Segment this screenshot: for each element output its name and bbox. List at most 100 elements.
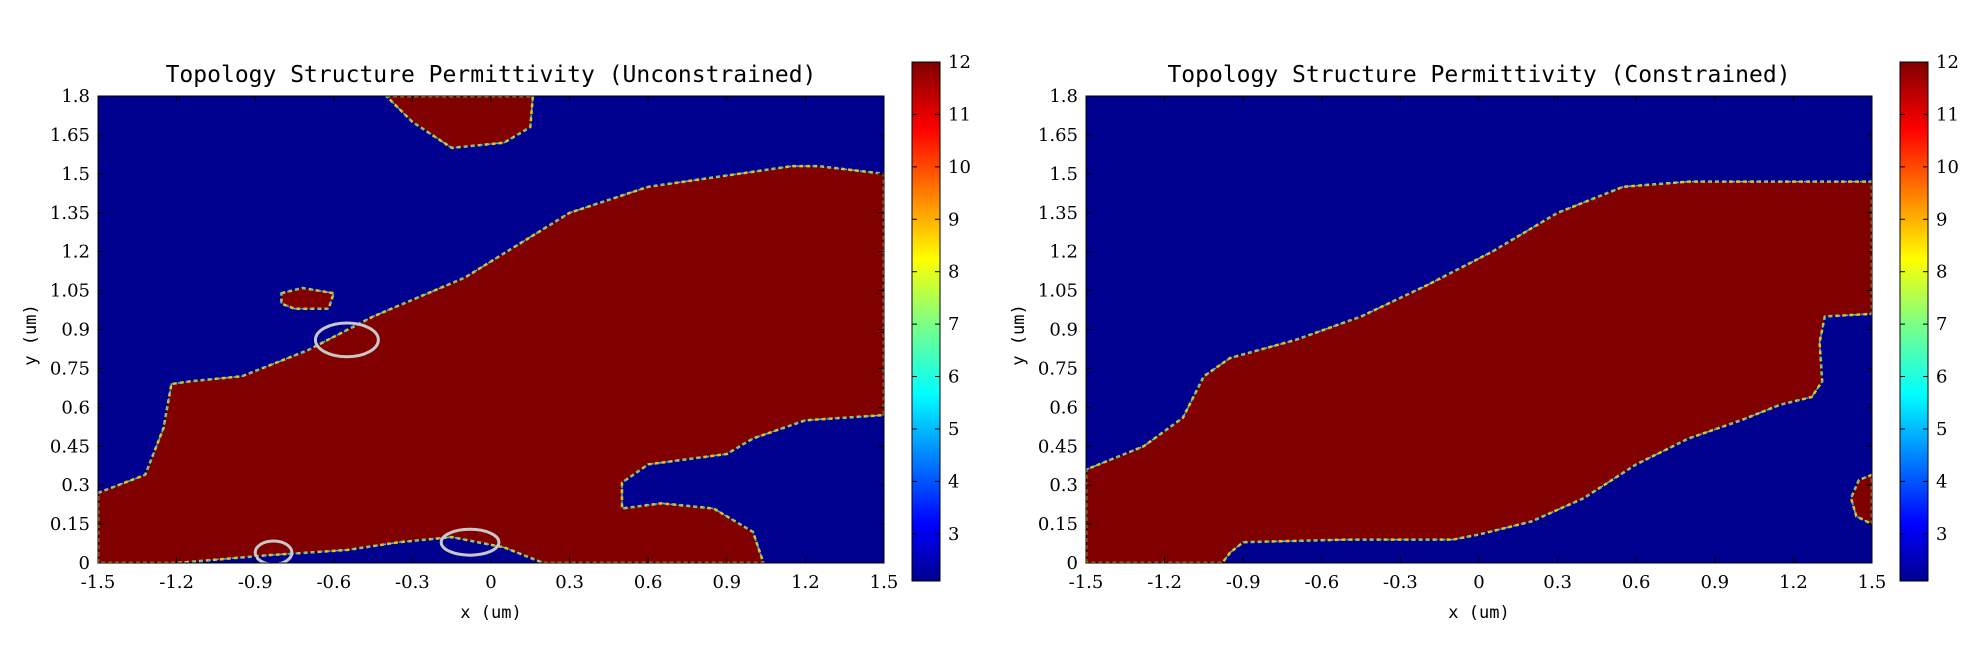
y-tick-label: 1.05 [1038, 281, 1078, 302]
chart-title: Topology Structure Permittivity (Unconst… [166, 62, 817, 88]
colorbar-tick-label: 4 [948, 471, 959, 492]
colorbar-tick-label: 12 [948, 52, 971, 73]
annotation-ellipse [253, 539, 294, 563]
y-tick-label: 1.05 [50, 281, 90, 302]
y-tick-label: 0.15 [50, 514, 90, 535]
x-axis-ticks: -1.5 -1.2 -0.9 -0.6 -0.3 0 0.3 0.6 0.9 1.2 1.5 [1069, 96, 1887, 593]
region-edge [98, 165, 884, 563]
panel-unconstrained: Topology Structure Permittivity (Unconst… [21, 52, 971, 623]
colorbar-tick-label: 6 [948, 367, 959, 388]
x-tick-label: 0.6 [634, 572, 663, 593]
colorbar-tick-label: 7 [1936, 314, 1947, 335]
y-tick-label: 1.35 [50, 203, 90, 224]
high-permittivity-regions [1086, 180, 1872, 563]
y-axis-ticks: 0 0.15 0.3 0.45 0.6 0.75 0.9 1.05 1.2 1.35 1.5 1.65… [50, 86, 884, 574]
x-tick-label: 0 [485, 572, 496, 593]
x-tick-label: -0.6 [316, 572, 351, 593]
colorbar-tick-label: 3 [948, 524, 959, 545]
x-axis-label: x (um) [1448, 603, 1509, 623]
y-tick-label: 1.35 [1038, 203, 1078, 224]
colorbar-tick-label: 10 [1936, 157, 1959, 178]
x-tick-label: -0.9 [238, 572, 273, 593]
x-tick-label: 1.2 [791, 572, 820, 593]
y-tick-label: 1.8 [1049, 86, 1078, 107]
region-edge [385, 96, 534, 149]
colorbar-tick-label: 10 [948, 157, 971, 178]
colorbar-tick-label: 11 [1936, 104, 1959, 125]
annotation-markers [253, 321, 501, 563]
heatmap-area [98, 96, 884, 563]
y-tick-label: 1.65 [50, 125, 90, 146]
colorbar-tick-label: 6 [1936, 367, 1947, 388]
colorbar-tick-label: 5 [1936, 419, 1947, 440]
x-tick-label: -1.2 [1147, 572, 1182, 593]
y-axis-ticks: 0 0.15 0.3 0.45 0.6 0.75 0.9 1.05 1.2 1.35 1.5 1.65… [1038, 86, 1872, 574]
x-tick-label: -0.3 [1383, 572, 1418, 593]
colorbar: 3 4 5 6 7 8 9 10 11 12 [1899, 52, 1959, 582]
heatmap-area [1086, 96, 1872, 563]
colorbar-tick-label: 4 [1936, 471, 1947, 492]
y-tick-label: 0.6 [61, 397, 90, 418]
permittivity-region [1086, 180, 1872, 563]
permittivity-region [1849, 473, 1872, 526]
y-tick-label: 0.45 [50, 436, 90, 457]
colorbar-tick-label: 7 [948, 314, 959, 335]
x-axis-ticks: -1.5 -1.2 -0.9 -0.6 -0.3 0 0.3 0.6 0.9 1.2 1.5 [81, 96, 899, 593]
panel-constrained: Topology Structure Permittivity (Constra… [1009, 52, 1959, 623]
colorbar-ticks: 3 4 5 6 7 8 9 10 11 12 [912, 52, 971, 545]
colorbar-ticks: 3 4 5 6 7 8 9 10 11 12 [1900, 52, 1959, 545]
x-tick-label: 0.3 [555, 572, 584, 593]
x-tick-label: -1.2 [159, 572, 194, 593]
x-tick-label: -0.6 [1304, 572, 1339, 593]
high-permittivity-regions [98, 96, 884, 563]
x-tick-label: -0.3 [395, 572, 430, 593]
x-tick-label: 0.6 [1622, 572, 1651, 593]
colorbar-tick-label: 11 [948, 104, 971, 125]
colorbar-tick-label: 3 [1936, 524, 1947, 545]
annotation-ellipse [439, 527, 501, 557]
y-tick-label: 1.8 [61, 86, 90, 107]
y-tick-label: 0 [1067, 553, 1078, 574]
y-tick-label: 0.9 [61, 320, 90, 341]
colorbar-gradient [1900, 62, 1928, 581]
colorbar: 3 4 5 6 7 8 9 10 11 12 [911, 52, 971, 582]
x-axis-label: x (um) [460, 603, 521, 623]
y-tick-label: 1.5 [61, 164, 90, 185]
chart-title: Topology Structure Permittivity (Constra… [1167, 62, 1790, 88]
colorbar-frame [1899, 61, 1929, 582]
y-tick-label: 0.15 [1038, 514, 1078, 535]
x-tick-label: 0.9 [1700, 572, 1729, 593]
x-tick-label: 1.5 [870, 572, 899, 593]
colorbar-tick-label: 9 [948, 209, 959, 230]
x-tick-label: 1.5 [1858, 572, 1887, 593]
y-tick-label: 0.3 [61, 475, 90, 496]
y-tick-label: 0 [79, 553, 90, 574]
colorbar-tick-label: 8 [948, 262, 959, 283]
y-tick-label: 0.75 [50, 358, 90, 379]
x-tick-label: -1.5 [81, 572, 116, 593]
colorbar-tick-label: 5 [948, 419, 959, 440]
x-tick-label: 0.9 [712, 572, 741, 593]
y-axis-label: y (um) [21, 304, 41, 365]
y-tick-label: 1.5 [1049, 164, 1078, 185]
colorbar-tick-label: 9 [1936, 209, 1947, 230]
y-axis-label: y (um) [1009, 304, 1029, 365]
colorbar-tick-label: 12 [1936, 52, 1959, 73]
colorbar-tick-label: 8 [1936, 262, 1947, 283]
y-tick-label: 1.2 [61, 242, 90, 263]
x-tick-label: 1.2 [1779, 572, 1808, 593]
y-tick-label: 0.6 [1049, 397, 1078, 418]
annotation-ellipse [313, 321, 380, 359]
colorbar-frame [911, 61, 941, 582]
x-tick-label: -0.9 [1226, 572, 1261, 593]
y-tick-label: 0.75 [1038, 358, 1078, 379]
y-tick-label: 0.3 [1049, 475, 1078, 496]
x-tick-label: 0.3 [1543, 572, 1572, 593]
x-tick-label: -1.5 [1069, 572, 1104, 593]
permittivity-region [384, 96, 535, 150]
y-tick-label: 1.2 [1049, 242, 1078, 263]
colorbar-gradient [912, 62, 940, 581]
x-tick-label: 0 [1473, 572, 1484, 593]
permittivity-region [280, 286, 336, 310]
